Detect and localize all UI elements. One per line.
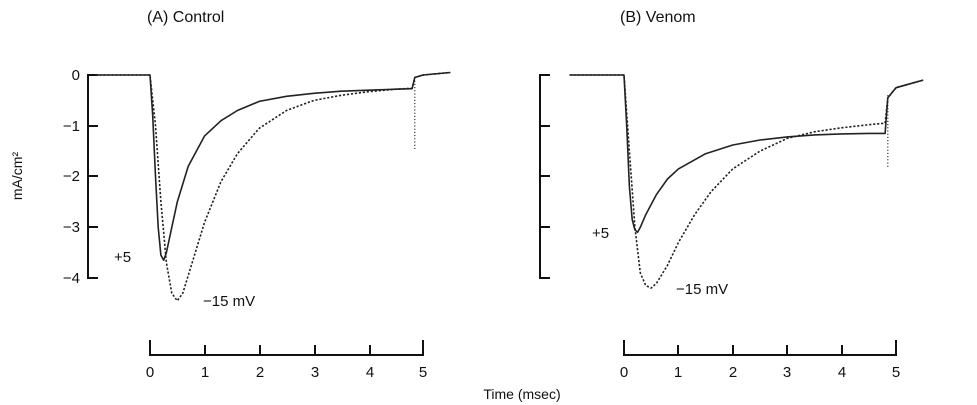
panel-b-x-tick-label-1: 1: [674, 364, 682, 381]
x-axis-title: Time (msec): [483, 386, 560, 402]
panel-a-x-tick-label-2: 2: [256, 364, 264, 381]
panel-b-label-minus15: −15 mV: [676, 281, 728, 298]
panel-a-y-tick-label-2: −2: [63, 168, 80, 185]
panel-a-y-axis-title: mA/cm²: [9, 152, 25, 201]
panel-a-trace-minus15: [95, 71, 451, 302]
panel-a-x-tick-label-1: 1: [201, 364, 209, 381]
panel-a-y-tick-label-3: −3: [63, 219, 80, 236]
panel-b-trace-minus15: [569, 74, 924, 289]
panel-b-x-tick-label-4: 4: [838, 364, 846, 381]
panel-a-x-tick-label-4: 4: [366, 364, 374, 381]
panel-a-y-tick-label-1: −1: [63, 118, 80, 135]
panel-a-y-axis: 0 −1 −2 −3 −4 mA/cm²: [9, 67, 98, 287]
panel-b-label-plus5: +5: [592, 225, 609, 242]
panel-b-x-tick-label-0: 0: [620, 364, 628, 381]
panel-b-y-axis: [539, 74, 550, 279]
panel-b-x-tick-label-5: 5: [892, 364, 900, 381]
panel-b-x-axis: 0 1 2 3 4 5: [620, 340, 900, 381]
panel-a-trace-plus5: [95, 71, 451, 261]
panel-a-x-tick-label-3: 3: [311, 364, 319, 381]
panel-b-title: (B) Venom: [620, 9, 696, 26]
panel-a-title: (A) Control: [147, 9, 224, 26]
panel-a-y-tick-label-0: 0: [72, 67, 80, 84]
panel-a-y-tick-label-4: −4: [63, 270, 80, 287]
panel-a-label-plus5: +5: [114, 249, 131, 266]
panel-a-x-tick-label-5: 5: [419, 364, 427, 381]
panel-b-traces: [569, 74, 924, 289]
panel-b-x-tick-label-2: 2: [729, 364, 737, 381]
panel-a-label-minus15: −15 mV: [203, 293, 255, 310]
panel-a-x-axis: 0 1 2 3 4 5: [146, 340, 427, 381]
panel-a-x-tick-label-0: 0: [146, 364, 154, 381]
panel-a-traces: [95, 71, 451, 302]
panel-b-x-tick-label-3: 3: [783, 364, 791, 381]
panel-b-trace-plus5: [569, 74, 924, 234]
